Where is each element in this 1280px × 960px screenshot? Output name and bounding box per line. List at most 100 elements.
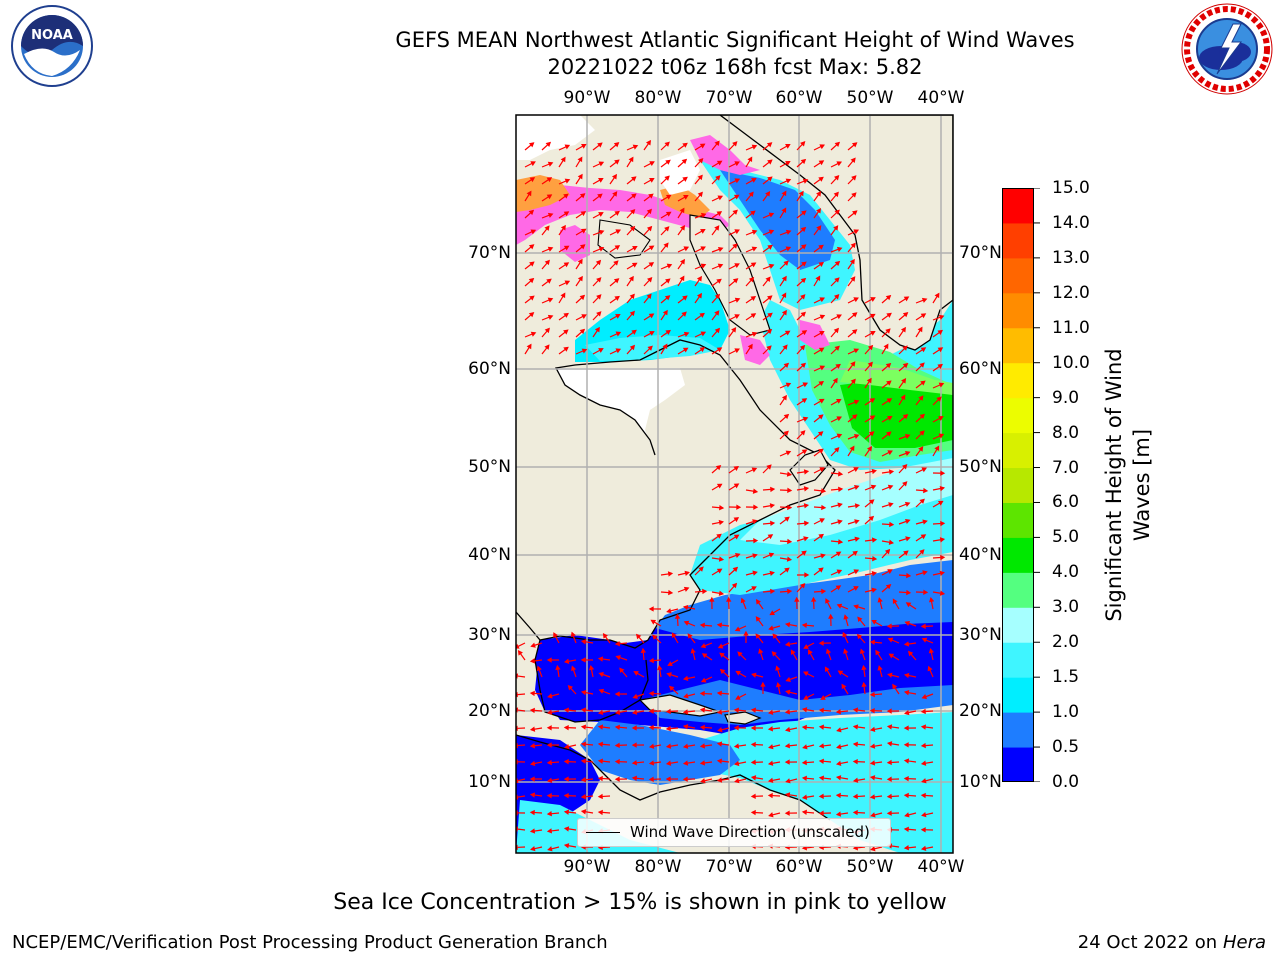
wave-direction-arrowhead: [564, 744, 570, 750]
wave-direction-arrowhead: [581, 314, 587, 320]
colorbar-tick-label: 0.0: [1052, 772, 1080, 792]
wave-direction-arrowhead: [580, 211, 587, 217]
wave-direction-arrowhead: [700, 778, 706, 784]
wave-direction-arrowhead: [851, 175, 857, 181]
wave-direction-arrowhead: [666, 263, 673, 269]
wave-direction-arrowhead: [781, 309, 787, 316]
wave-direction-arrowhead: [665, 708, 671, 715]
wave-direction-arrowhead: [854, 503, 861, 509]
wave-direction-arrowhead: [868, 431, 875, 437]
coastline-hispaniola: [724, 711, 762, 725]
wave-direction-arrowhead: [577, 275, 583, 282]
wave-direction-arrowhead: [650, 619, 657, 625]
wave-direction-arrowhead: [804, 520, 810, 526]
colorbar-tick-label: 9.0: [1052, 387, 1080, 408]
wave-direction-arrowhead: [835, 792, 841, 799]
wave-direction-arrowhead: [886, 776, 892, 782]
wave-direction-arrow: [516, 709, 526, 712]
wave-direction-arrowhead: [683, 246, 690, 252]
wave-direction-arrowhead: [615, 229, 621, 235]
wave-direction-arrowhead: [517, 650, 523, 656]
wave-direction-arrowhead: [903, 758, 910, 764]
wave-direction-arrowhead: [785, 676, 791, 682]
wave-direction-arrowhead: [546, 657, 552, 663]
ocean-bright-green-zone: [840, 380, 953, 448]
wave-direction-arrowhead: [853, 433, 860, 440]
wave-direction-arrowhead: [699, 622, 705, 629]
wave-direction-arrowhead: [750, 707, 757, 713]
wave-direction-arrowhead: [700, 212, 707, 218]
footer-machine: Hera: [1222, 932, 1266, 953]
lat-label-right-70n: 70°N: [959, 243, 1002, 263]
wave-direction-arrowhead: [800, 158, 807, 165]
wave-direction-arrowhead: [699, 143, 706, 149]
wave-direction-arrowhead: [835, 775, 842, 781]
wave-direction-arrowhead: [682, 347, 689, 353]
wave-direction-arrowhead: [563, 211, 570, 217]
wave-direction-arrowhead: [769, 570, 775, 576]
wave-direction-arrowhead: [835, 760, 842, 767]
wave-direction-arrowhead: [815, 275, 821, 282]
wave-direction-arrowhead: [555, 664, 561, 671]
wave-direction-arrowhead: [700, 677, 707, 683]
wave-direction-arrowhead: [597, 193, 603, 199]
wave-direction-arrowhead: [803, 644, 809, 649]
wave-direction-arrowhead: [859, 648, 866, 655]
wave-direction-arrowhead: [937, 363, 943, 369]
wave-direction-arrowhead: [903, 742, 909, 748]
lon-label-bottom-50w: 50°W: [846, 857, 894, 877]
wave-direction-arrowhead: [648, 776, 654, 782]
wave-direction-arrowhead: [934, 445, 940, 452]
wave-direction-arrowhead: [665, 743, 672, 749]
wave-direction-arrowhead: [819, 467, 825, 473]
wave-direction-arrowhead: [867, 344, 874, 351]
wave-direction-arrowhead: [665, 776, 671, 782]
wave-direction-arrowhead: [529, 658, 536, 664]
colorbar-segment: [1002, 502, 1034, 538]
wave-direction-arrowhead: [871, 570, 878, 577]
lat-label-right-30n: 30°N: [959, 625, 1002, 645]
legend-line-swatch: [586, 832, 620, 833]
colorbar-tick-label: 12.0: [1052, 282, 1090, 303]
wave-direction-arrowhead: [850, 242, 856, 249]
sea-ice-pink: [516, 180, 730, 245]
wave-direction-arrowhead: [734, 626, 741, 632]
wave-direction-arrowhead: [784, 759, 790, 765]
wave-direction-arrowhead: [580, 657, 586, 663]
wave-direction-arrowhead: [902, 345, 908, 351]
wave-direction-arrowhead: [564, 144, 571, 150]
wave-direction-arrowhead: [850, 157, 856, 164]
sea-ice-pink-labrador: [800, 320, 830, 350]
colorbar-segment: [1002, 642, 1034, 678]
colorbar-segment: [1002, 537, 1034, 573]
wave-direction-arrowhead: [782, 344, 788, 350]
wave-direction-arrowhead: [888, 653, 895, 659]
wave-direction-arrowhead: [699, 312, 705, 318]
wave-direction-arrowhead: [920, 760, 927, 766]
wave-direction-arrowhead: [546, 177, 553, 183]
wave-direction-arrowhead: [740, 597, 746, 604]
wave-direction-arrowhead: [877, 665, 883, 671]
wave-direction-arrowhead: [833, 191, 839, 198]
wave-direction-arrowhead: [563, 329, 569, 335]
wave-direction-arrowhead: [802, 178, 809, 184]
wave-direction-arrowhead: [580, 689, 587, 696]
colorbar-segment: [1002, 747, 1034, 782]
wave-direction-arrowhead: [870, 812, 876, 818]
wave-direction-arrowhead: [567, 684, 574, 691]
wave-direction-arrowhead: [920, 792, 926, 799]
wave-direction-arrowhead: [577, 156, 583, 163]
wave-direction-arrowhead: [751, 672, 757, 678]
wave-direction-arrowhead: [852, 809, 858, 816]
wave-direction-arrowhead: [818, 448, 824, 454]
wave-direction-arrowhead: [836, 433, 843, 439]
wave-direction-arrowhead: [700, 229, 706, 234]
wave-direction-arrowhead: [529, 792, 536, 798]
wave-direction-arrowhead: [682, 142, 688, 148]
wave-direction-arrowhead: [936, 396, 942, 402]
wave-direction-arrowhead: [787, 538, 793, 545]
wave-direction-arrowhead: [598, 212, 604, 217]
wave-direction-arrowhead: [615, 655, 621, 661]
wave-direction-arrowhead: [529, 743, 535, 749]
wave-direction-arrowhead: [920, 724, 927, 730]
